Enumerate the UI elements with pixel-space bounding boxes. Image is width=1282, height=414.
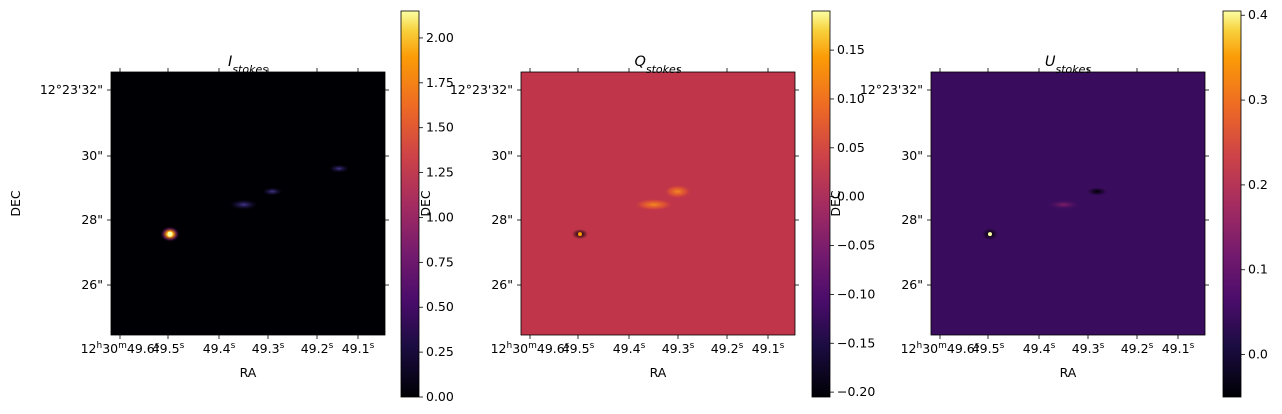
x-tick-label: 49.1s bbox=[342, 341, 375, 356]
colorbar-tick-label: 0.3 bbox=[1248, 92, 1268, 107]
x-tick-label: 49.4s bbox=[1023, 341, 1056, 356]
panel-title: Istokes bbox=[228, 54, 268, 76]
y-tick-label: 28" bbox=[901, 212, 923, 227]
feature-core bbox=[577, 232, 582, 237]
colorbar-tick-label: 0.2 bbox=[1248, 177, 1268, 192]
y-tick-label: 30" bbox=[81, 148, 103, 163]
colorbar-tick-label: 0.15 bbox=[837, 42, 865, 57]
colorbar-tick-label: 0.05 bbox=[837, 140, 865, 155]
y-axis-label: DEC bbox=[828, 190, 843, 217]
colorbar bbox=[1222, 10, 1242, 398]
feature-core bbox=[167, 231, 173, 237]
x-tick-label: 49.2s bbox=[301, 341, 334, 356]
colorbar-tick-label: 0.25 bbox=[426, 344, 454, 359]
feature-jet-knot bbox=[229, 199, 258, 210]
axes-frame bbox=[110, 71, 386, 336]
x-axis-label: RA bbox=[240, 365, 257, 380]
colorbar bbox=[400, 10, 420, 398]
x-tick-label: 49.2s bbox=[1121, 341, 1154, 356]
panel-title: Ustokes bbox=[1045, 54, 1092, 76]
axes-frame bbox=[930, 71, 1206, 336]
x-tick-label: 49.5s bbox=[562, 341, 595, 356]
x-tick-label: 12h30m49.6s bbox=[81, 341, 160, 356]
colorbar-tick-label: 0.50 bbox=[426, 299, 454, 314]
x-tick-label: 49.5s bbox=[152, 341, 185, 356]
x-tick-label: 49.5s bbox=[972, 341, 1005, 356]
x-tick-label: 49.2s bbox=[711, 341, 744, 356]
y-tick-label: 12°23'32" bbox=[40, 82, 103, 97]
x-tick-label: 49.4s bbox=[203, 341, 236, 356]
feature-faint-knot bbox=[262, 187, 283, 196]
y-tick-label: 28" bbox=[81, 212, 103, 227]
colorbar-tick-label: 1.75 bbox=[426, 75, 454, 90]
x-tick-label: 49.1s bbox=[1162, 341, 1195, 356]
colorbar-tick-label: 0.1 bbox=[1248, 262, 1268, 277]
colorbar-tick-label: 0.0 bbox=[1248, 347, 1268, 362]
colorbar-tick-label: −0.20 bbox=[837, 384, 875, 399]
y-tick-label: 12°23'32" bbox=[450, 82, 513, 97]
colorbar-tick-label: −0.05 bbox=[837, 238, 875, 253]
y-tick-label: 26" bbox=[491, 277, 513, 292]
y-tick-label: 30" bbox=[491, 148, 513, 163]
y-axis-label: DEC bbox=[8, 190, 23, 217]
feature-dark-knot bbox=[1087, 187, 1108, 196]
y-tick-label: 30" bbox=[901, 148, 923, 163]
colorbar-tick-label: 1.00 bbox=[426, 209, 454, 224]
feature-core bbox=[987, 232, 992, 237]
colorbar-tick-label: 0.00 bbox=[837, 189, 865, 204]
colorbar-tick-label: −0.10 bbox=[837, 286, 875, 301]
colorbar bbox=[811, 10, 831, 398]
y-axis-label: DEC bbox=[418, 190, 433, 217]
x-tick-label: 49.3s bbox=[1072, 341, 1105, 356]
y-tick-label: 26" bbox=[81, 277, 103, 292]
x-tick-label: 49.4s bbox=[613, 341, 646, 356]
panel-title: Qstokes bbox=[634, 54, 681, 76]
feature-jet-knot bbox=[1045, 199, 1082, 210]
x-axis-label: RA bbox=[1060, 365, 1077, 380]
x-axis-label: RA bbox=[650, 365, 667, 380]
feature-jet-knot bbox=[633, 198, 674, 211]
colorbar-tick-label: 0.10 bbox=[837, 91, 865, 106]
colorbar-tick-label: 0.75 bbox=[426, 254, 454, 269]
y-tick-label: 28" bbox=[491, 212, 513, 227]
x-tick-label: 49.1s bbox=[752, 341, 785, 356]
colorbar-tick-label: 0.4 bbox=[1248, 7, 1268, 22]
feature-faint-knot bbox=[328, 164, 349, 173]
axes-frame bbox=[520, 71, 796, 336]
y-tick-label: 12°23'32" bbox=[860, 82, 923, 97]
y-tick-label: 26" bbox=[901, 277, 923, 292]
x-tick-label: 12h30m49.6s bbox=[491, 341, 570, 356]
x-tick-label: 49.3s bbox=[252, 341, 285, 356]
x-tick-label: 49.3s bbox=[662, 341, 695, 356]
colorbar-tick-label: 2.00 bbox=[426, 30, 454, 45]
x-tick-label: 12h30m49.6s bbox=[901, 341, 980, 356]
colorbar-tick-label: 1.25 bbox=[426, 165, 454, 180]
colorbar-tick-label: 0.00 bbox=[426, 389, 454, 404]
feature-jet-knot bbox=[663, 184, 692, 199]
colorbar-tick-label: −0.15 bbox=[837, 335, 875, 350]
colorbar-tick-label: 1.50 bbox=[426, 120, 454, 135]
